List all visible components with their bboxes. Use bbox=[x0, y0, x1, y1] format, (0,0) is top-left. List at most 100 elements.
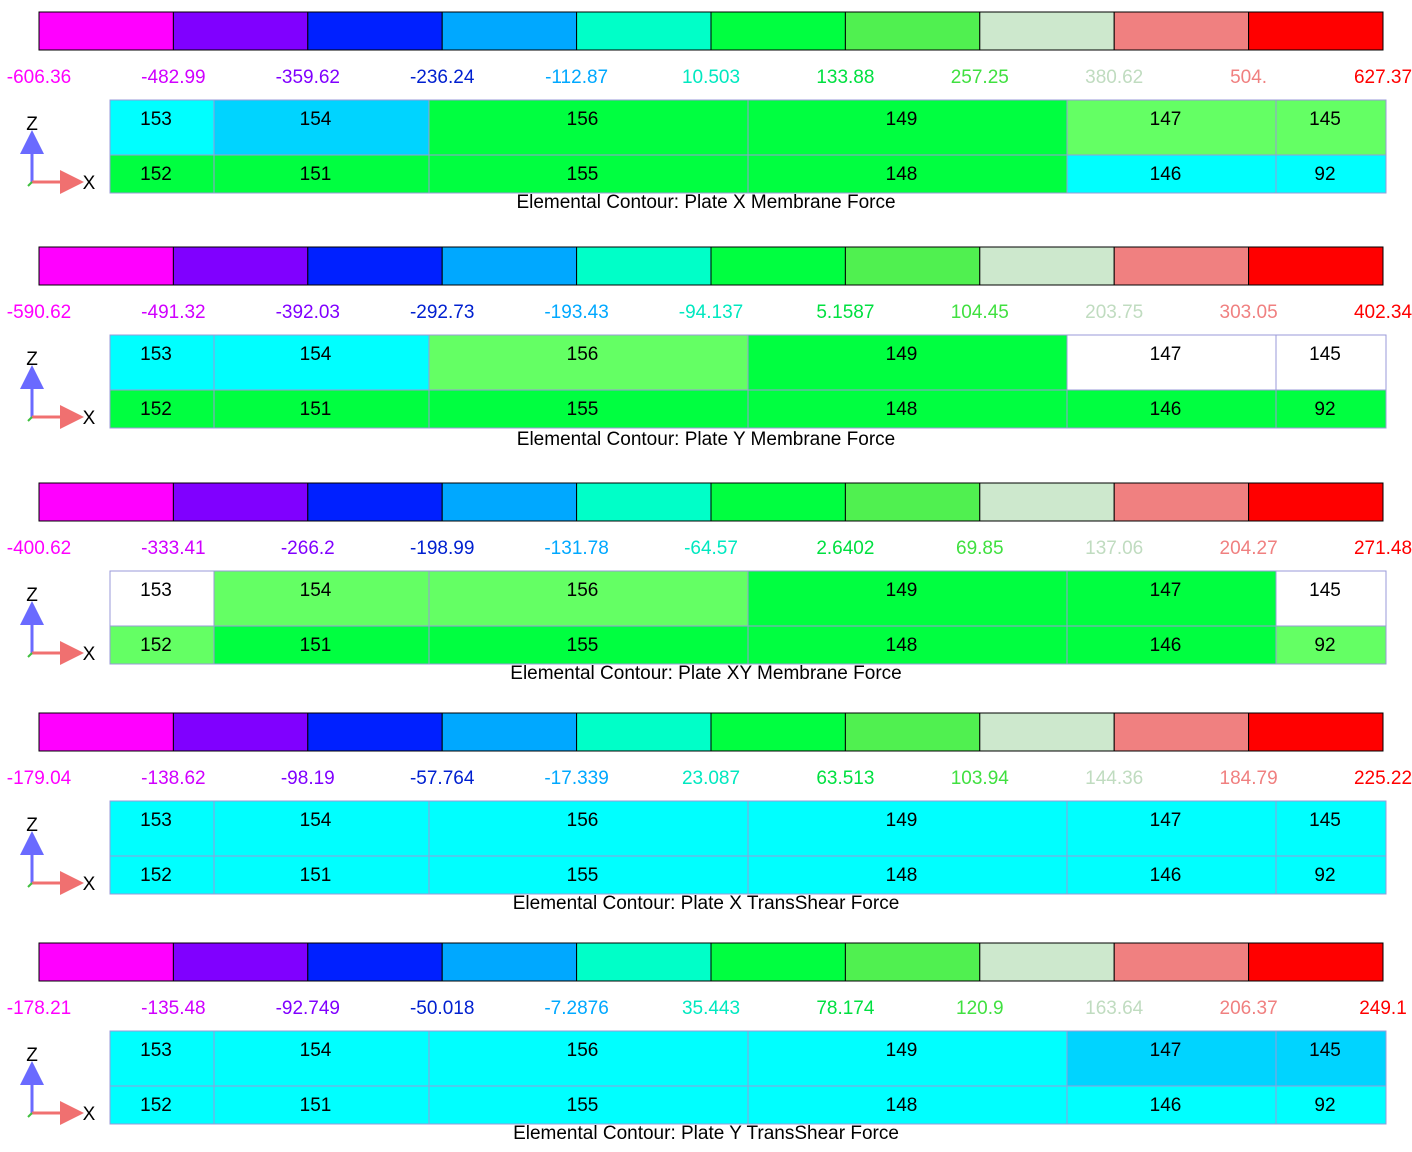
element-cell bbox=[1275, 389, 1387, 429]
axis-z-label: Z bbox=[26, 349, 38, 370]
element-cell bbox=[213, 625, 430, 665]
legend-label: -590.62 bbox=[7, 302, 71, 323]
element-label: 148 bbox=[886, 865, 918, 886]
element-cell bbox=[1066, 1085, 1277, 1125]
element-cell bbox=[1275, 800, 1387, 857]
legend-label: -266.2 bbox=[281, 538, 335, 559]
element-cell bbox=[747, 1085, 1068, 1125]
axis-z-label: Z bbox=[26, 815, 38, 836]
element-cell bbox=[1275, 154, 1387, 194]
legend-label: 206.37 bbox=[1220, 998, 1278, 1019]
element-label: 146 bbox=[1150, 1095, 1182, 1116]
legend-band bbox=[844, 712, 981, 752]
caption: Elemental Contour: Plate Y TransShear Fo… bbox=[513, 1123, 899, 1144]
y-axis-stub bbox=[27, 181, 33, 187]
legend-band bbox=[710, 11, 846, 51]
element-label: 153 bbox=[140, 580, 172, 601]
axis-x-label: X bbox=[83, 874, 96, 895]
element-cell bbox=[1066, 570, 1277, 627]
element-cell bbox=[109, 800, 215, 857]
element-cell bbox=[747, 855, 1068, 895]
element-label: 145 bbox=[1309, 1040, 1341, 1061]
legend-band bbox=[1248, 11, 1384, 51]
legend-band bbox=[1248, 712, 1384, 752]
legend-band bbox=[1248, 482, 1384, 522]
element-cell bbox=[109, 855, 215, 895]
legend-band bbox=[710, 942, 846, 982]
element-cell bbox=[109, 1085, 215, 1125]
element-cell bbox=[1066, 99, 1277, 156]
element-label: 92 bbox=[1314, 865, 1335, 886]
element-cell bbox=[1275, 855, 1387, 895]
legend-band bbox=[441, 712, 578, 752]
element-label: 155 bbox=[567, 164, 599, 185]
legend-band bbox=[172, 11, 309, 51]
legend-band bbox=[844, 942, 981, 982]
legend-label: -138.62 bbox=[141, 768, 205, 789]
axis-x-label: X bbox=[83, 644, 96, 665]
legend-label: 184.79 bbox=[1220, 768, 1278, 789]
legend-band bbox=[844, 246, 981, 286]
element-label: 147 bbox=[1150, 1040, 1182, 1061]
legend-band bbox=[172, 942, 309, 982]
element-cell bbox=[428, 99, 749, 156]
legend-band bbox=[576, 942, 712, 982]
legend-label: -64.57 bbox=[684, 538, 738, 559]
element-label: 152 bbox=[140, 399, 172, 420]
element-label: 147 bbox=[1150, 810, 1182, 831]
y-axis-stub bbox=[27, 652, 33, 658]
legend-label: 5.1587 bbox=[816, 302, 874, 323]
axis-x-label: X bbox=[83, 1104, 96, 1125]
element-label: 148 bbox=[886, 1095, 918, 1116]
element-cell bbox=[109, 99, 215, 156]
y-axis-stub bbox=[27, 416, 33, 422]
element-cell bbox=[747, 389, 1068, 429]
legend-band bbox=[710, 246, 846, 286]
legend-band bbox=[1248, 246, 1384, 286]
element-label: 145 bbox=[1309, 344, 1341, 365]
caption: Elemental Contour: Plate X Membrane Forc… bbox=[516, 192, 895, 213]
element-cell bbox=[747, 334, 1068, 391]
legend-band bbox=[979, 712, 1115, 752]
legend-band bbox=[576, 246, 712, 286]
element-label: 153 bbox=[140, 109, 172, 130]
legend-band bbox=[38, 712, 174, 752]
legend-label: 163.64 bbox=[1085, 998, 1144, 1019]
element-label: 153 bbox=[140, 344, 172, 365]
legend-band bbox=[441, 942, 578, 982]
axis-z-label: Z bbox=[26, 114, 38, 135]
legend-label: 10.503 bbox=[682, 67, 740, 88]
element-cell bbox=[1275, 625, 1387, 665]
legend-label: 402.34 bbox=[1354, 302, 1412, 323]
legend-band bbox=[979, 246, 1115, 286]
legend-band bbox=[307, 11, 443, 51]
legend-band bbox=[710, 482, 846, 522]
legend-label: -94.137 bbox=[679, 302, 743, 323]
axis-z-label: Z bbox=[26, 1045, 38, 1066]
element-cell bbox=[1275, 1085, 1387, 1125]
element-label: 151 bbox=[300, 635, 332, 656]
legend-label: -92.749 bbox=[276, 998, 340, 1019]
axis-x-label: X bbox=[83, 173, 96, 194]
legend-band bbox=[441, 482, 578, 522]
legend-band bbox=[1113, 712, 1250, 752]
element-label: 154 bbox=[300, 580, 332, 601]
element-cell bbox=[747, 99, 1068, 156]
legend-band bbox=[1113, 942, 1250, 982]
element-label: 92 bbox=[1314, 1095, 1335, 1116]
legend-band bbox=[307, 712, 443, 752]
element-label: 92 bbox=[1314, 164, 1335, 185]
axis-z-label: Z bbox=[26, 585, 38, 606]
legend-band bbox=[979, 482, 1115, 522]
caption: Elemental Contour: Plate X TransShear Fo… bbox=[513, 893, 900, 914]
element-label: 92 bbox=[1314, 635, 1335, 656]
element-cell bbox=[109, 570, 215, 627]
element-cell bbox=[109, 625, 215, 665]
legend-band bbox=[576, 482, 712, 522]
element-cell bbox=[428, 1030, 749, 1087]
legend-label: 2.6402 bbox=[816, 538, 874, 559]
y-axis-stub bbox=[27, 1112, 33, 1118]
element-cell bbox=[1066, 625, 1277, 665]
legend-label: -17.339 bbox=[544, 768, 608, 789]
legend-band bbox=[1113, 11, 1250, 51]
